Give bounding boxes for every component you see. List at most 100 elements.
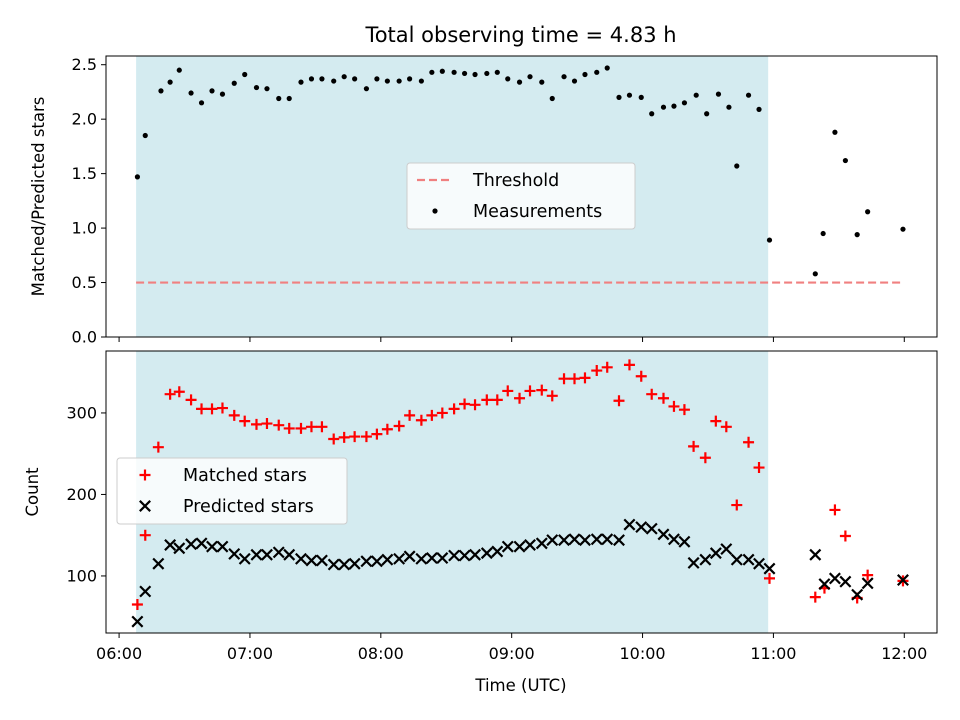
x-tick-label: 10:00 (619, 644, 665, 663)
data-point (139, 529, 151, 541)
y-tick-label: 200 (66, 485, 97, 504)
data-point (283, 422, 295, 434)
data-point (809, 591, 821, 603)
data-point (862, 569, 874, 581)
data-point (842, 157, 848, 164)
y-tick-label: 0.5 (72, 273, 97, 292)
data-point (319, 76, 325, 82)
y-tick-label: 100 (66, 566, 97, 585)
x-tick-label: 09:00 (489, 644, 535, 663)
data-point (173, 542, 186, 555)
data-point (667, 533, 680, 546)
data-point (753, 557, 765, 570)
data-point (681, 100, 688, 106)
data-point (731, 499, 743, 511)
legend-label: Threshold (472, 171, 559, 191)
data-point (832, 129, 838, 135)
data-point (601, 361, 613, 373)
x-axis-title: Time (UTC) (474, 676, 566, 695)
data-point (436, 552, 449, 564)
data-point (360, 555, 373, 568)
data-point (448, 549, 461, 562)
data-point (635, 370, 647, 382)
data-point (228, 409, 240, 421)
data-point (198, 100, 205, 106)
data-point (188, 90, 194, 96)
data-point (484, 70, 490, 77)
data-point (459, 398, 471, 410)
data-point (865, 209, 871, 215)
data-point (131, 598, 143, 610)
data-point (273, 419, 285, 431)
data-point (766, 237, 773, 243)
data-point (527, 74, 533, 80)
data-point (558, 534, 571, 547)
data-point (439, 68, 445, 74)
data-point (491, 394, 503, 406)
data-point (363, 86, 370, 92)
data-point (524, 538, 536, 551)
data-point (513, 540, 526, 553)
data-point (173, 386, 185, 398)
data-point (854, 232, 860, 238)
data-point (582, 71, 588, 78)
data-point (726, 104, 732, 110)
data-point (839, 530, 851, 542)
data-point (348, 557, 361, 570)
legend-label: Predicted stars (183, 497, 314, 517)
data-point (426, 409, 438, 421)
data-point (742, 553, 755, 566)
data-point (502, 385, 514, 397)
data-point (616, 94, 622, 100)
data-point (549, 95, 555, 102)
data-point (272, 546, 285, 559)
data-point (710, 415, 722, 427)
data-point (231, 80, 237, 86)
data-point (331, 78, 337, 84)
legend-label: Measurements (473, 202, 602, 222)
y-tick-label: 1.5 (72, 164, 97, 183)
data-point (305, 421, 317, 433)
data-point (338, 558, 351, 571)
data-point (558, 373, 570, 385)
data-point (591, 365, 603, 377)
data-point (578, 534, 591, 547)
data-point (167, 79, 173, 85)
data-point (896, 574, 909, 587)
data-point (818, 578, 831, 591)
data-point (720, 421, 732, 433)
data-point (657, 528, 670, 541)
data-point (646, 388, 658, 400)
data-point (491, 545, 504, 558)
data-point (668, 400, 680, 412)
data-point (481, 394, 493, 406)
data-point (429, 69, 435, 75)
data-point (242, 71, 248, 78)
data-point (436, 407, 448, 419)
data-point (451, 69, 457, 75)
data-point (360, 431, 372, 443)
data-point (720, 543, 733, 556)
data-point (152, 441, 164, 453)
data-point (461, 70, 468, 77)
y-axis-title: Count (23, 467, 42, 517)
data-point (501, 540, 514, 553)
data-point (195, 537, 208, 550)
data-point (514, 392, 526, 404)
series-measurements (134, 65, 906, 277)
data-point (494, 69, 500, 75)
data-point (393, 420, 405, 432)
data-point (370, 555, 383, 568)
data-point (568, 533, 581, 546)
data-point (660, 104, 667, 110)
data-point (469, 548, 482, 561)
data-point (374, 76, 380, 82)
data-point (900, 226, 906, 232)
data-point (851, 588, 864, 601)
data-point (505, 76, 511, 82)
ratio-panel: 0.0 0.5 1.0 1.5 2.0 2.5 Matched/Predicted star… (29, 55, 938, 347)
data-point (763, 562, 776, 575)
data-point (164, 538, 177, 551)
data-point (381, 553, 394, 566)
